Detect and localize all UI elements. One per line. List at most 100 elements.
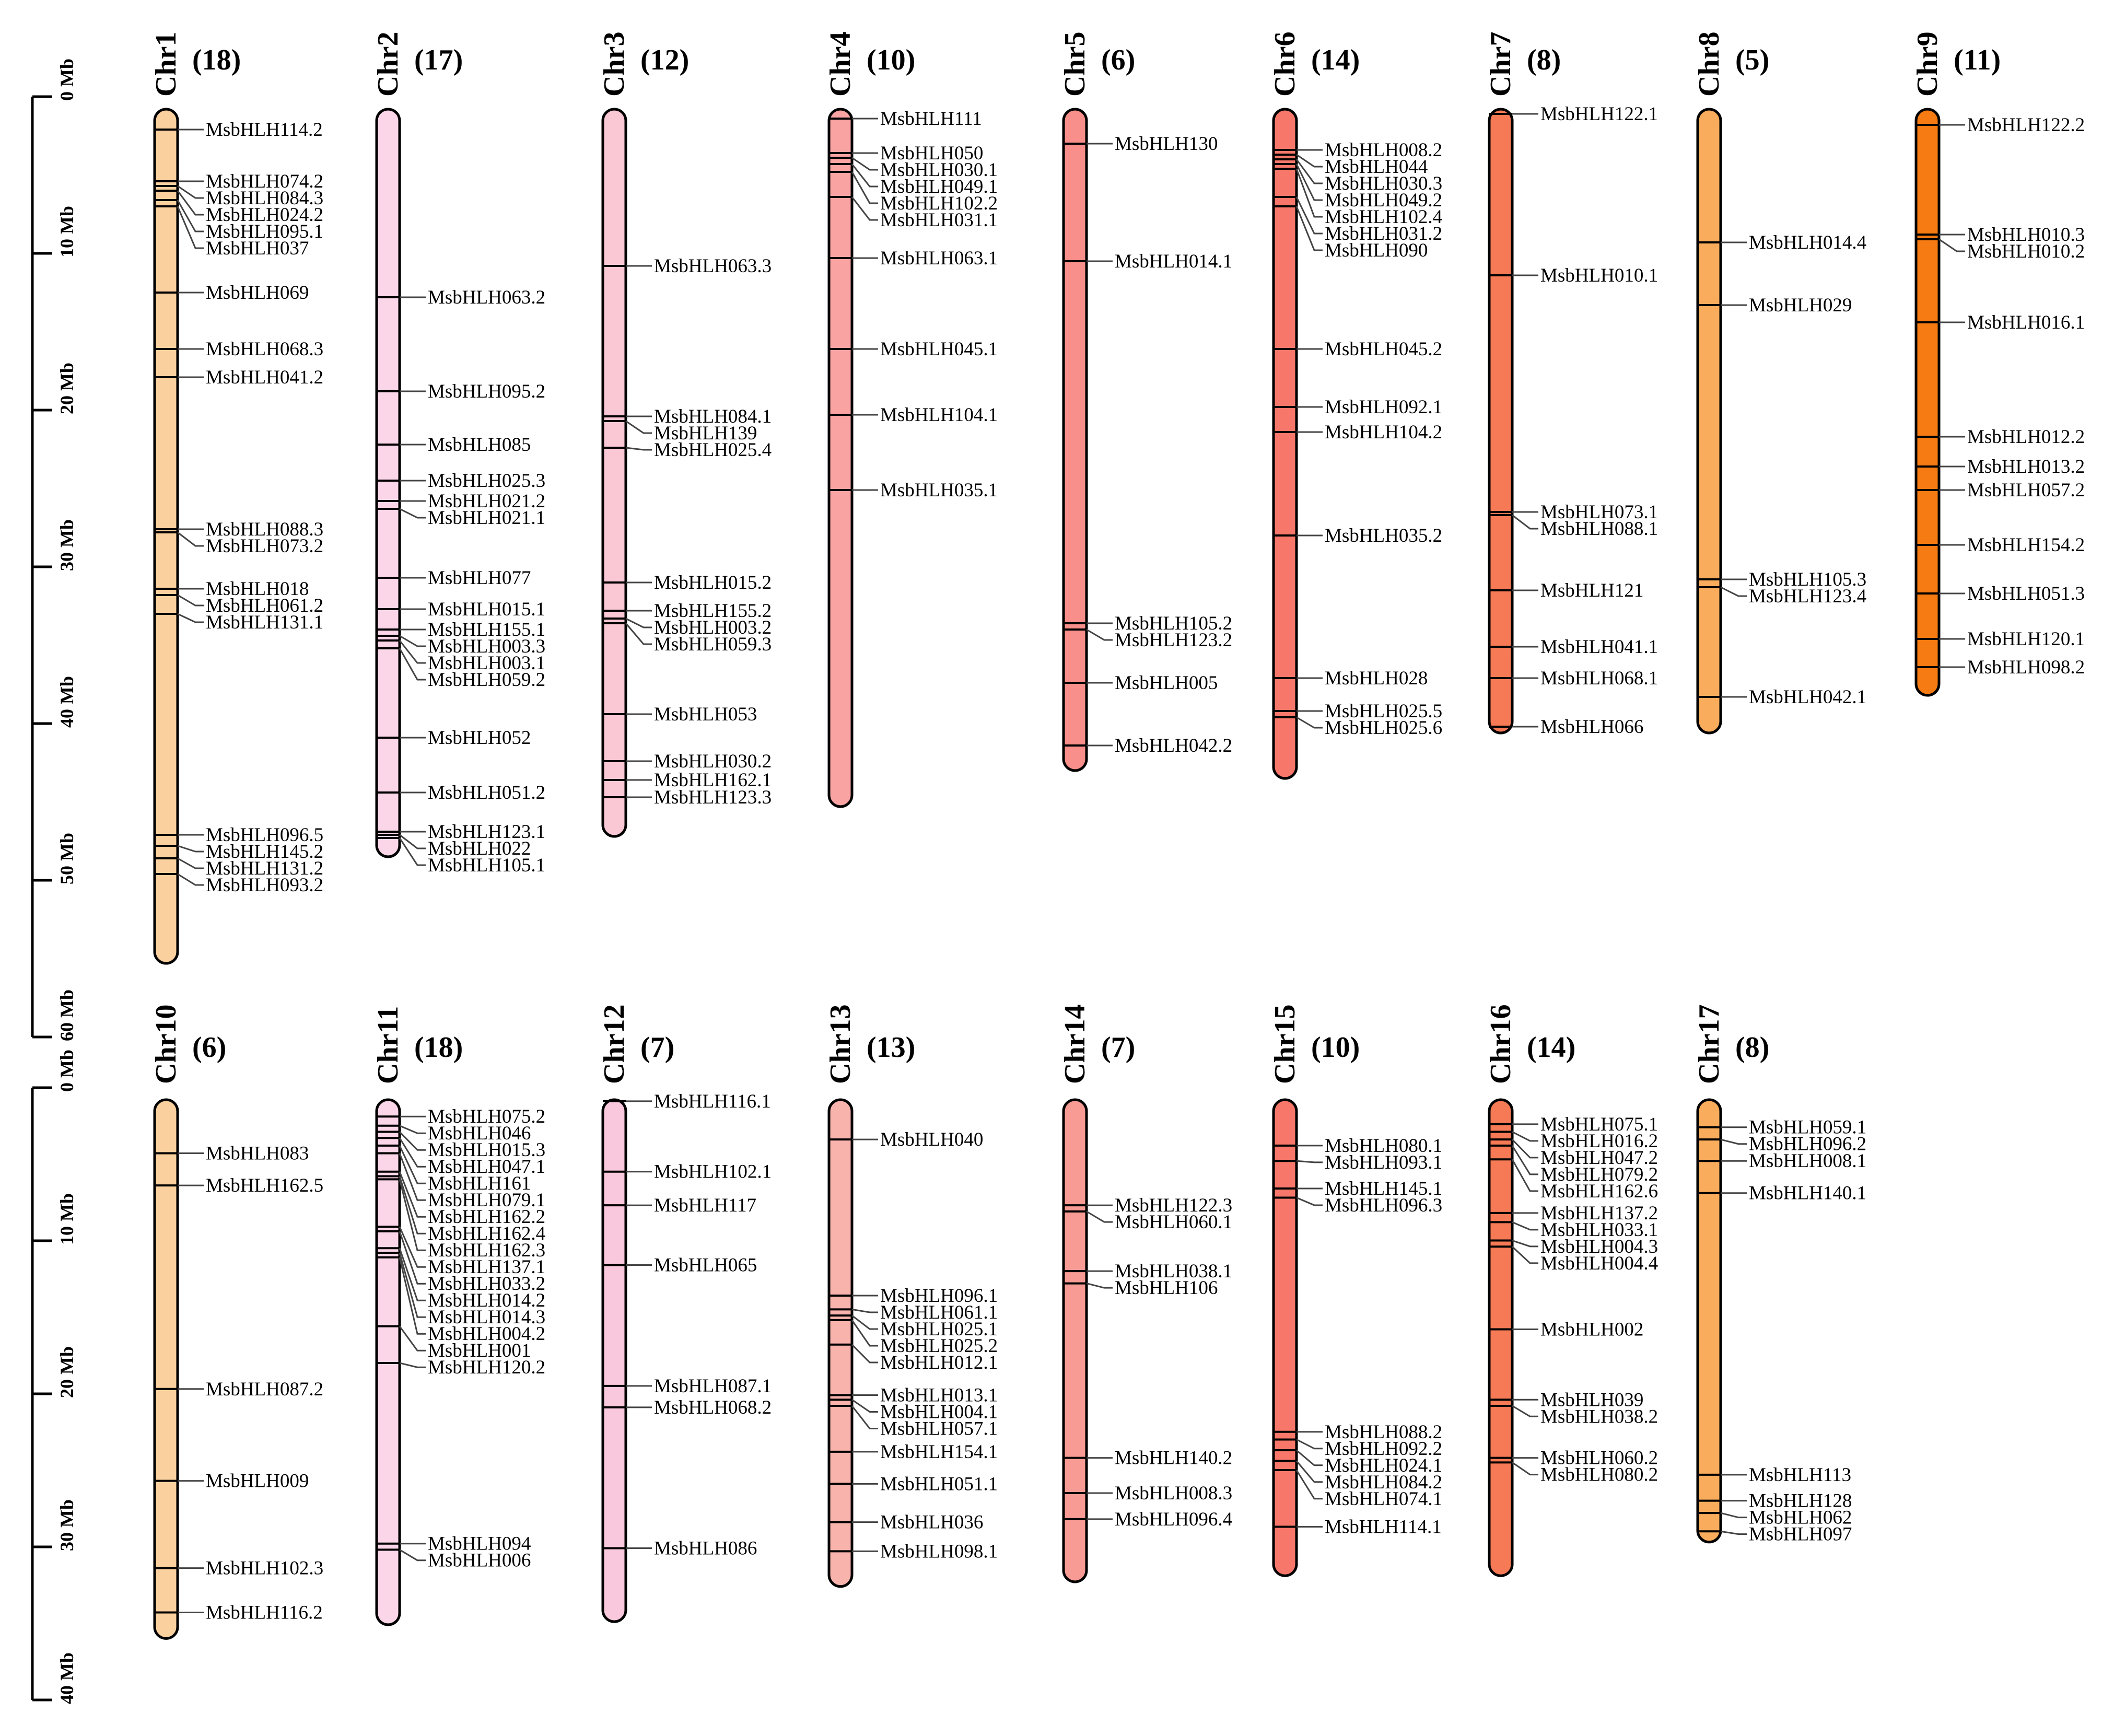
chromosome-name: Chr1 xyxy=(150,32,182,97)
chromosome-name: Chr15 xyxy=(1269,1005,1301,1084)
gene-label: MsbHLH044 xyxy=(1325,156,1428,178)
gene-connector xyxy=(1296,154,1323,168)
gene-marker: MsbHLH030.2 xyxy=(603,751,772,772)
gene-count: (5) xyxy=(1735,44,1769,76)
gene-label: MsbHLH074.1 xyxy=(1325,1488,1442,1510)
chromosome-bar xyxy=(1272,1098,1298,1577)
gene-connector xyxy=(399,648,426,681)
gene-label: MsbHLH053 xyxy=(654,704,757,725)
gene-marker: MsbHLH116.2 xyxy=(155,1602,323,1624)
gene-label: MsbHLH139 xyxy=(654,423,757,444)
gene-marker: MsbHLH051.1 xyxy=(829,1473,998,1495)
gene-label: MsbHLH016.2 xyxy=(1540,1131,1658,1152)
gene-marker: MsbHLH063.2 xyxy=(377,287,545,308)
gene-connector xyxy=(399,1226,426,1268)
gene-marker: MsbHLH008.2 xyxy=(1274,139,1442,161)
gene-marker: MsbHLH084.3 xyxy=(155,185,323,209)
gene-label: MsbHLH102.3 xyxy=(206,1558,323,1579)
gene-connector xyxy=(1512,1131,1538,1142)
gene-label: MsbHLH001 xyxy=(428,1340,531,1361)
gene-label: MsbHLH123.4 xyxy=(1749,586,1866,607)
gene-connector xyxy=(177,594,204,607)
gene-marker: MsbHLH021.1 xyxy=(377,507,545,529)
gene-label: MsbHLH047.1 xyxy=(428,1156,545,1178)
gene-marker: MsbHLH053 xyxy=(603,704,757,725)
gene-label: MsbHLH102.2 xyxy=(880,193,998,214)
gene-marker: MsbHLH117 xyxy=(603,1195,756,1216)
gene-label: MsbHLH031.1 xyxy=(880,209,998,231)
chromosome-name: Chr12 xyxy=(598,1005,630,1084)
gene-marker: MsbHLH088.1 xyxy=(1489,514,1658,540)
gene-marker: MsbHLH016.1 xyxy=(1916,312,2085,333)
gene-connector xyxy=(1086,628,1113,641)
gene-label: MsbHLH002 xyxy=(1540,1319,1643,1341)
gene-label: MsbHLH088.3 xyxy=(206,519,323,540)
gene-label: MsbHLH018 xyxy=(206,578,309,600)
chromosome-name: Chr16 xyxy=(1485,1005,1517,1084)
gene-connector xyxy=(399,837,426,866)
gene-marker: MsbHLH012.1 xyxy=(829,1343,998,1373)
gene-label: MsbHLH024.2 xyxy=(206,204,323,226)
gene-marker: MsbHLH154.2 xyxy=(1916,534,2085,556)
gene-marker: MsbHLH073.1 xyxy=(1489,502,1658,523)
gene-label: MsbHLH068.2 xyxy=(654,1397,772,1418)
gene-label: MsbHLH006 xyxy=(428,1550,531,1571)
gene-marker: MsbHLH015.3 xyxy=(377,1131,545,1161)
gene-label: MsbHLH102.1 xyxy=(654,1161,772,1183)
gene-label: MsbHLH092.1 xyxy=(1325,397,1442,418)
chromosome-chr6: Chr6 (14)MsbHLH008.2MsbHLH044MsbHLH030.3M… xyxy=(1269,32,1442,780)
gene-connector xyxy=(851,196,878,221)
chromosome-chr1: Chr1 (18) MsbHLH114.2 MsbHLH074.2MsbHLH084.… xyxy=(150,32,323,965)
gene-marker: MsbHLH003.2 xyxy=(603,617,772,638)
gene-marker: MsbHLH104.1 xyxy=(829,404,998,426)
gene-marker: MsbHLH162.1 xyxy=(603,770,772,791)
gene-marker: MsbHLH031.1 xyxy=(829,196,998,231)
gene-label: MsbHLH084.3 xyxy=(206,188,323,209)
gene-marker: MsbHLH049.1 xyxy=(829,163,998,197)
gene-label: MsbHLH025.6 xyxy=(1325,717,1442,739)
gene-label: MsbHLH008.2 xyxy=(1325,139,1442,161)
gene-marker: MsbHLH010.1 xyxy=(1489,265,1658,286)
gene-connector xyxy=(851,1405,878,1429)
gene-marker: MsbHLH162.3 xyxy=(377,1178,545,1261)
gene-marker: MsbHLH050 xyxy=(829,143,983,164)
gene-label: MsbHLH057.1 xyxy=(880,1418,998,1439)
chromosome-name: Chr7 xyxy=(1485,32,1517,97)
gene-label: MsbHLH008.1 xyxy=(1749,1150,1866,1172)
gene-marker: MsbHLH025.5 xyxy=(1274,701,1442,722)
gene-marker: MsbHLH106 xyxy=(1064,1277,1218,1299)
scale-tick-label: 40 Mb xyxy=(56,1652,77,1704)
chromosome-name: Chr9 xyxy=(1911,32,1944,97)
gene-label: MsbHLH086 xyxy=(654,1537,757,1559)
gene-connector xyxy=(851,1399,878,1413)
gene-marker: MsbHLH102.3 xyxy=(155,1558,323,1579)
gene-marker: MsbHLH074.2 xyxy=(155,171,323,192)
gene-marker: MsbHLH122.3 xyxy=(1064,1195,1232,1216)
gene-label: MsbHLH113 xyxy=(1749,1464,1851,1486)
gene-count: (13) xyxy=(867,1031,915,1064)
gene-marker: MsbHLH088.3 xyxy=(155,519,323,540)
gene-label: MsbHLH104.2 xyxy=(1325,422,1442,443)
gene-marker: MsbHLH025.2 xyxy=(829,1319,998,1357)
gene-label: MsbHLH028 xyxy=(1325,668,1428,689)
gene-marker: MsbHLH162.5 xyxy=(155,1175,323,1196)
chromosome-chr3: Chr3 (12)MsbHLH063.3MsbHLH084.1MsbHLH139M… xyxy=(598,32,772,838)
gene-marker: MsbHLH123.1 xyxy=(377,821,545,843)
gene-label: MsbHLH111 xyxy=(880,108,982,130)
gene-label: MsbHLH140.1 xyxy=(1749,1183,1866,1204)
gene-marker: MsbHLH041.2 xyxy=(155,367,323,388)
gene-label: MsbHLH025.4 xyxy=(654,439,772,461)
gene-label: MsbHLH065 xyxy=(654,1254,757,1276)
gene-connector xyxy=(1511,1159,1538,1192)
gene-label: MsbHLH145.2 xyxy=(206,841,323,863)
gene-marker: MsbHLH098.2 xyxy=(1916,657,2085,678)
gene-marker: MsbHLH162.4 xyxy=(377,1175,545,1244)
gene-connector xyxy=(625,623,652,645)
gene-label: MsbHLH154.1 xyxy=(880,1441,998,1463)
gene-marker: MsbHLH122.2 xyxy=(1916,114,2085,136)
gene-connector xyxy=(1296,1160,1323,1163)
gene-connector xyxy=(177,531,204,547)
gene-label: MsbHLH093.1 xyxy=(1325,1152,1442,1173)
chromosome-name: Chr3 xyxy=(598,32,630,97)
